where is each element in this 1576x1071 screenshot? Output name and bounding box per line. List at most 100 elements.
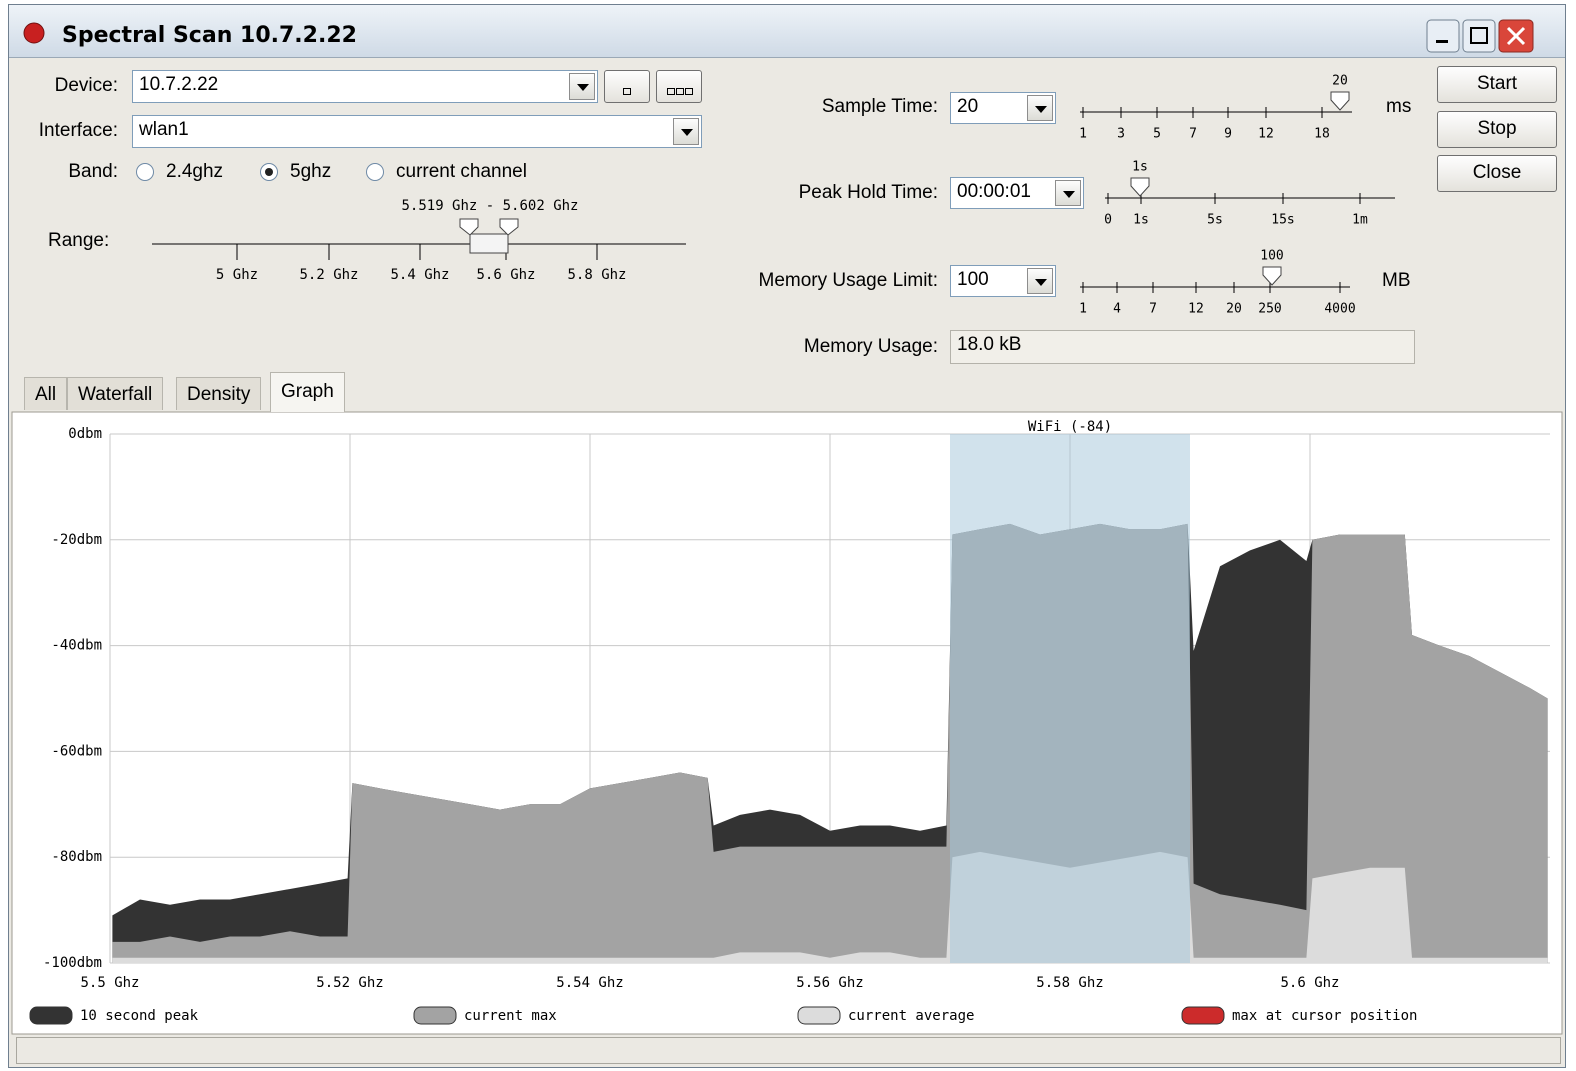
highlight-band — [950, 434, 1190, 963]
range-handle — [499, 218, 519, 236]
legend-swatch — [797, 1006, 841, 1025]
title-bar — [9, 5, 1565, 58]
device-more-button[interactable] — [656, 70, 702, 103]
minimize-button[interactable] — [1426, 19, 1460, 53]
x-tick-label: 5.5 Ghz — [80, 975, 139, 991]
range-tick-label: 5 Ghz — [216, 267, 258, 283]
memory-limit-value: 100 — [957, 269, 989, 290]
slider-tick-label: 5 — [1153, 127, 1161, 142]
memory-usage-field: 18.0 kB — [950, 330, 1415, 364]
legend-label: max at cursor position — [1232, 1008, 1417, 1024]
slider-tick-label: 9 — [1224, 127, 1232, 142]
range-tick-label: 5.4 Ghz — [390, 267, 449, 283]
stop-button[interactable]: Stop — [1437, 111, 1557, 148]
x-tick-label: 5.6 Ghz — [1280, 975, 1339, 991]
device-value: 10.7.2.22 — [139, 74, 219, 95]
slider-thumb — [1130, 177, 1150, 197]
legend-label: current average — [848, 1008, 974, 1024]
slider-tick-label: 4000 — [1324, 302, 1355, 317]
range-tick-label: 5.8 Ghz — [567, 267, 626, 283]
window-title: Spectral Scan 10.7.2.22 — [62, 23, 357, 48]
memory-usage-value: 18.0 kB — [957, 334, 1022, 355]
legend-swatch — [29, 1006, 73, 1025]
range-tick-label: 5.6 Ghz — [476, 267, 535, 283]
graph: WiFi (-84) 0dbm -20dbm -40dbm -60dbm -80dbm -1… — [29, 419, 1550, 1025]
slider-tick-label: 12 — [1258, 127, 1274, 142]
start-button[interactable]: Start — [1437, 66, 1557, 103]
slider-tick-label: 3 — [1117, 127, 1125, 142]
status-bar — [16, 1037, 1561, 1064]
tab[interactable]: Waterfall — [67, 377, 164, 410]
band-option: 5ghz — [290, 161, 332, 182]
tab[interactable]: All — [24, 377, 68, 410]
close-button[interactable]: Close — [1437, 155, 1557, 192]
dropdown-arrow[interactable] — [569, 73, 595, 100]
legend-label: current max — [464, 1008, 557, 1024]
slider-tick-label: 20 — [1226, 302, 1242, 317]
peak-hold-value: 00:00:01 — [957, 181, 1031, 202]
slider-tick-label: 5s — [1207, 213, 1223, 228]
range-tick-label: 5.2 Ghz — [299, 267, 358, 283]
slider-tick-label: 0 — [1104, 213, 1112, 228]
dropdown-arrow[interactable] — [1027, 268, 1053, 294]
band-radio[interactable] — [366, 163, 384, 181]
minimize-icon — [1436, 40, 1448, 43]
peak-hold-label: Peak Hold Time: — [798, 182, 938, 203]
slider-value: 1s — [1132, 160, 1148, 175]
band-option: 2.4ghz — [166, 161, 224, 182]
slider-tick-label: 1 — [1079, 127, 1087, 142]
interface-combo[interactable]: wlan1 — [132, 115, 702, 148]
maximize-icon — [1470, 27, 1488, 44]
sample-time-unit: ms — [1386, 96, 1412, 117]
range-label: Range: — [48, 230, 110, 251]
maximize-button[interactable] — [1462, 19, 1496, 53]
y-tick-label: -100dbm — [43, 955, 102, 971]
slider-tick-label: 7 — [1149, 302, 1157, 317]
sample-time-label: Sample Time: — [821, 96, 938, 117]
memory-limit-combo[interactable]: 100 — [950, 265, 1056, 297]
y-tick-label: -20dbm — [51, 532, 102, 548]
band-label: Band: — [68, 161, 118, 182]
tab[interactable]: Graph — [270, 372, 345, 412]
legend-swatch — [1181, 1006, 1225, 1025]
highlight-label: WiFi (-84) — [1028, 419, 1112, 435]
memory-limit-unit: MB — [1382, 270, 1411, 291]
device-label: Device: — [54, 75, 118, 96]
sample-time-combo[interactable]: 20 — [950, 92, 1056, 124]
range-handle — [459, 218, 479, 236]
interface-value: wlan1 — [139, 119, 189, 140]
x-tick-label: 5.56 Ghz — [796, 975, 863, 991]
close-icon — [1506, 26, 1526, 46]
slider-tick-label: 1s — [1133, 213, 1149, 228]
slider-thumb — [1330, 91, 1350, 111]
y-tick-label: 0dbm — [68, 426, 102, 442]
memory-usage-label: Memory Usage: — [803, 336, 938, 357]
slider-value: 100 — [1260, 249, 1283, 264]
slider-tick-label: 1 — [1079, 302, 1087, 317]
memory-limit-label: Memory Usage Limit: — [758, 270, 939, 291]
x-tick-label: 5.52 Ghz — [316, 975, 383, 991]
legend-swatch — [413, 1006, 457, 1025]
dropdown-arrow[interactable] — [673, 118, 699, 145]
slider-thumb — [1262, 266, 1282, 286]
dropdown-arrow[interactable] — [1055, 180, 1081, 206]
band-radio[interactable] — [260, 163, 278, 181]
dropdown-arrow[interactable] — [1027, 95, 1053, 121]
interface-label: Interface: — [38, 120, 118, 141]
slider-tick-label: 12 — [1188, 302, 1204, 317]
range-selection — [469, 233, 509, 254]
slider-tick-label: 15s — [1271, 213, 1294, 228]
tab[interactable]: Density — [176, 377, 262, 410]
x-tick-label: 5.54 Ghz — [556, 975, 623, 991]
y-tick-label: -60dbm — [51, 743, 102, 759]
slider-tick-label: 1m — [1352, 213, 1368, 228]
sample-time-value: 20 — [957, 96, 979, 117]
device-combo[interactable]: 10.7.2.22 — [132, 70, 598, 103]
band-radio[interactable] — [136, 163, 154, 181]
range-value: 5.519 Ghz - 5.602 Ghz — [401, 198, 578, 214]
y-tick-label: -40dbm — [51, 638, 102, 654]
device-browse-button[interactable] — [604, 70, 650, 103]
legend-label: 10 second peak — [80, 1008, 199, 1024]
peak-hold-combo[interactable]: 00:00:01 — [950, 177, 1084, 209]
